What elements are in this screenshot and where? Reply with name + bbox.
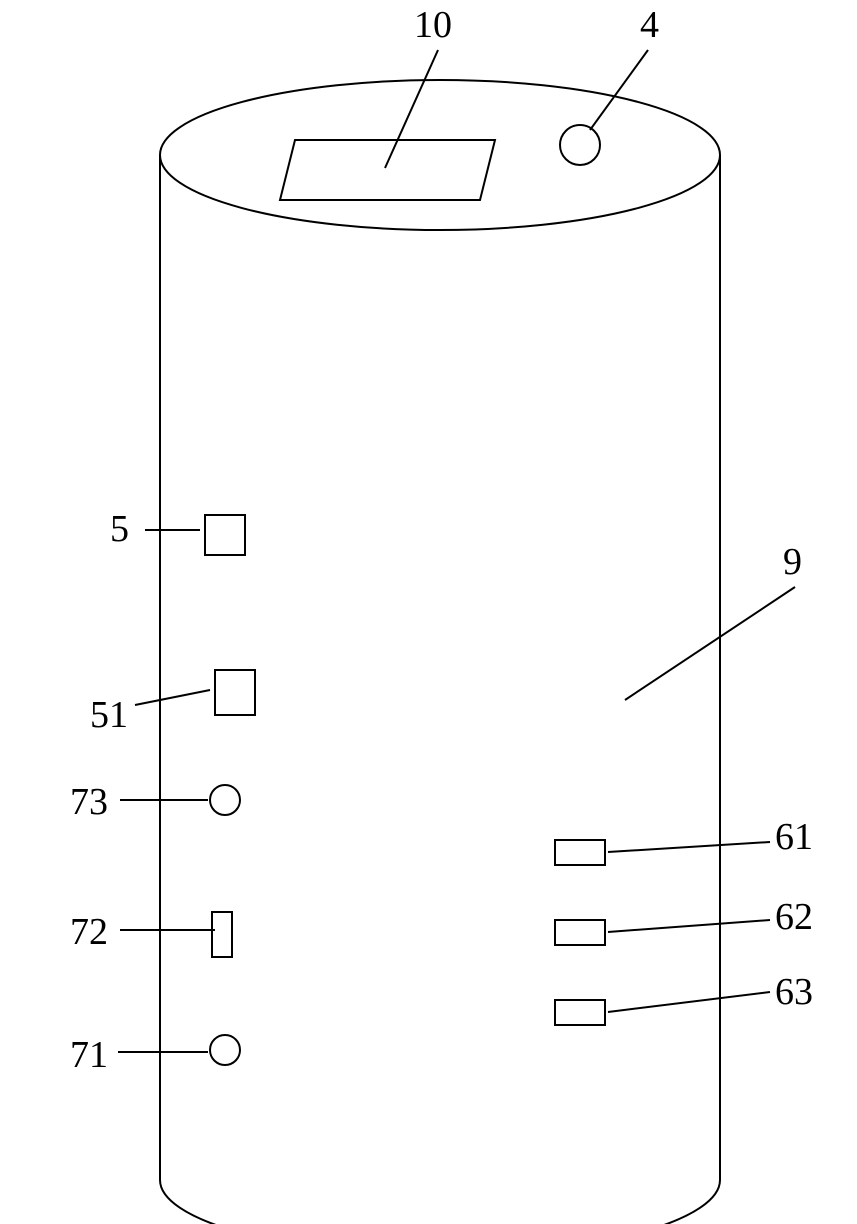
label-71: 71 xyxy=(70,1033,108,1077)
cylinder-diagram xyxy=(0,0,857,1224)
label-10: 10 xyxy=(414,3,452,47)
label-4: 4 xyxy=(640,3,659,47)
label-63: 63 xyxy=(775,970,813,1014)
label-5: 5 xyxy=(110,507,129,551)
label-72: 72 xyxy=(70,910,108,954)
label-51: 51 xyxy=(90,693,128,737)
label-62: 62 xyxy=(775,895,813,939)
label-61: 61 xyxy=(775,815,813,859)
label-73: 73 xyxy=(70,780,108,824)
label-9: 9 xyxy=(783,540,802,584)
